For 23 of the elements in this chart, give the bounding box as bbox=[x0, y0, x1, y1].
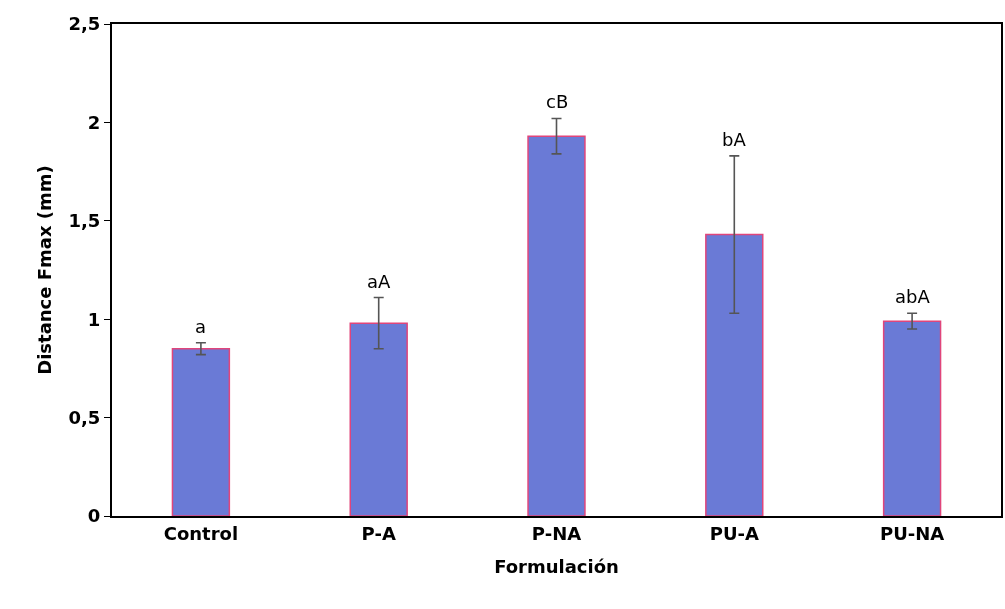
annotation: a bbox=[195, 316, 207, 337]
y-tick-label: 2 bbox=[87, 111, 101, 133]
y-tick-label: 1,5 bbox=[68, 210, 101, 232]
x-tick-label: PU-NA bbox=[879, 522, 945, 544]
annotation: aA bbox=[367, 271, 392, 292]
x-tick-label: Control bbox=[163, 522, 239, 544]
annotation: bA bbox=[722, 129, 747, 150]
x-tick-label: PU-A bbox=[709, 522, 759, 544]
bar bbox=[349, 322, 408, 516]
y-tick-label: 0,5 bbox=[68, 406, 101, 428]
bar bbox=[527, 135, 586, 516]
bar bbox=[171, 347, 231, 516]
annotation: abA bbox=[895, 286, 931, 307]
y-tick-label: 1 bbox=[87, 308, 101, 330]
x-axis-title: Formulación bbox=[494, 556, 619, 578]
y-tick-label: 2,5 bbox=[68, 13, 101, 35]
x-tick-label: P-NA bbox=[531, 522, 582, 544]
y-axis-title: Distance Fmax (mm) bbox=[34, 165, 56, 375]
y-tick-label: 0 bbox=[87, 505, 101, 527]
bar bbox=[705, 233, 764, 516]
bar bbox=[882, 320, 942, 516]
annotation: cB bbox=[546, 91, 569, 112]
x-tick-label: P-A bbox=[361, 522, 396, 544]
